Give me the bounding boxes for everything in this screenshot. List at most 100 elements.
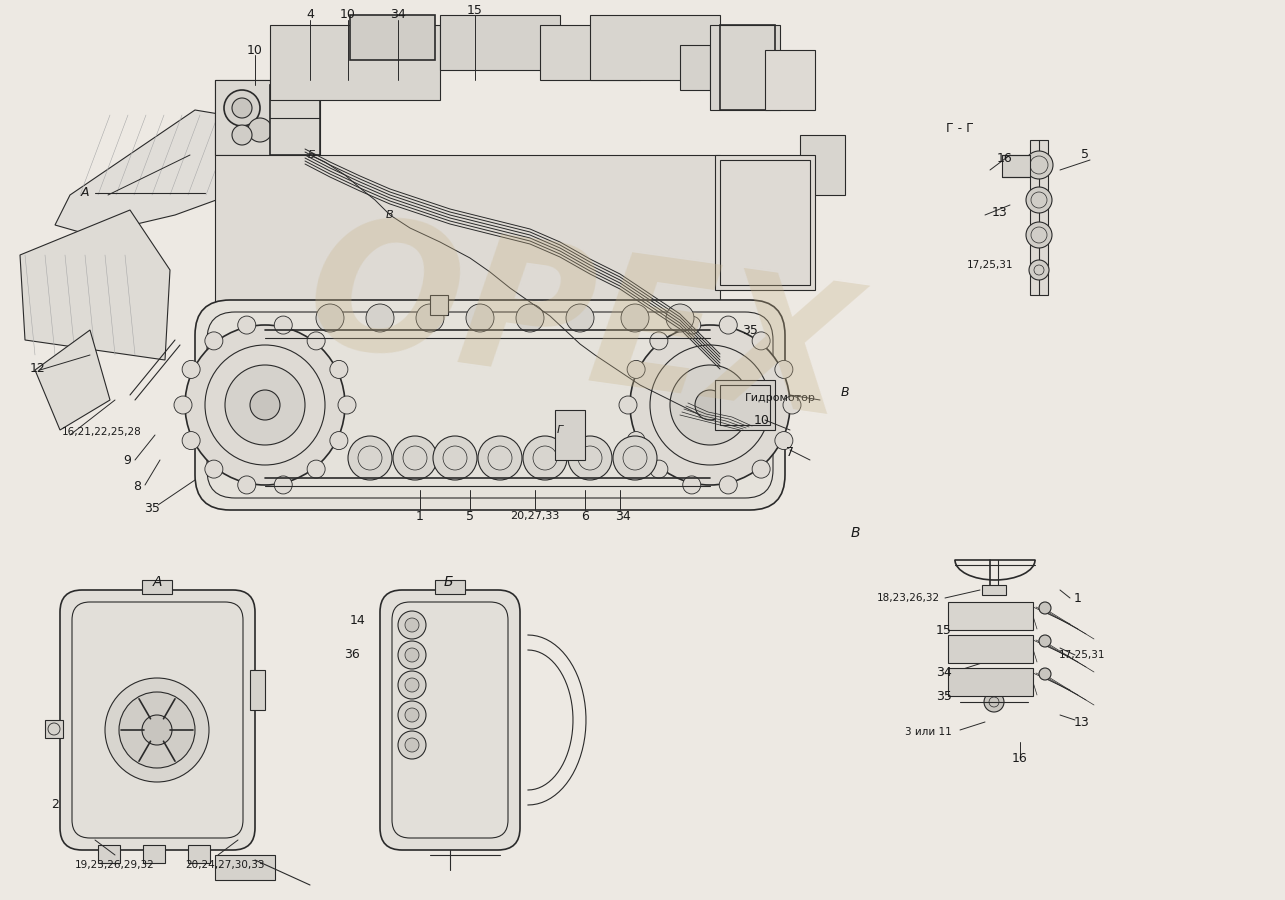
Circle shape	[523, 436, 567, 480]
Circle shape	[173, 396, 191, 414]
Text: 16: 16	[997, 151, 1013, 165]
Bar	[1002, 155, 1031, 177]
Circle shape	[274, 316, 292, 334]
Circle shape	[143, 715, 172, 745]
Circle shape	[695, 390, 725, 420]
Bar	[98, 845, 120, 863]
Circle shape	[274, 476, 292, 494]
Text: 13: 13	[1074, 716, 1090, 728]
Polygon shape	[35, 330, 111, 430]
Bar	[45, 720, 63, 738]
Text: 10: 10	[341, 7, 356, 21]
Bar	[555, 410, 585, 460]
Text: 20,24,27,30,33: 20,24,27,30,33	[185, 860, 265, 870]
Bar	[439, 15, 560, 70]
Text: Г - Г: Г - Г	[946, 122, 974, 134]
Text: 16: 16	[1013, 752, 1028, 764]
Circle shape	[238, 476, 256, 494]
Text: В: В	[387, 210, 393, 220]
Circle shape	[565, 304, 594, 332]
Bar	[436, 580, 465, 594]
Bar	[680, 45, 711, 90]
Circle shape	[233, 98, 252, 118]
Circle shape	[627, 360, 645, 378]
Circle shape	[204, 332, 222, 350]
Text: 4: 4	[306, 7, 314, 21]
FancyBboxPatch shape	[60, 590, 254, 850]
Circle shape	[478, 436, 522, 480]
Text: 9: 9	[123, 454, 131, 466]
Circle shape	[627, 432, 645, 450]
Circle shape	[393, 436, 437, 480]
Circle shape	[398, 731, 427, 759]
Text: 34: 34	[616, 509, 631, 523]
Circle shape	[185, 325, 344, 485]
Circle shape	[720, 316, 738, 334]
Circle shape	[366, 304, 394, 332]
Text: 19,23,26,29,32: 19,23,26,29,32	[75, 860, 155, 870]
Circle shape	[238, 316, 256, 334]
Text: 35: 35	[144, 501, 159, 515]
Bar	[143, 580, 172, 594]
Circle shape	[405, 678, 419, 692]
Text: Г: Г	[556, 425, 563, 435]
Circle shape	[630, 325, 790, 485]
Circle shape	[1040, 668, 1051, 680]
Text: 10: 10	[247, 43, 263, 57]
Circle shape	[398, 701, 427, 729]
Circle shape	[405, 738, 419, 752]
Text: 35: 35	[937, 690, 952, 704]
Text: А: А	[81, 186, 89, 200]
Circle shape	[682, 476, 700, 494]
Text: 3 или 11: 3 или 11	[905, 727, 952, 737]
Text: 18,23,26,32: 18,23,26,32	[876, 593, 941, 603]
Circle shape	[105, 678, 209, 782]
Polygon shape	[21, 210, 170, 360]
Circle shape	[330, 432, 348, 450]
Text: В: В	[840, 386, 849, 400]
Circle shape	[182, 432, 200, 450]
Bar	[711, 25, 780, 110]
Bar	[215, 80, 320, 155]
Circle shape	[752, 460, 770, 478]
Text: 15: 15	[466, 4, 483, 16]
Text: 36: 36	[344, 649, 360, 662]
Text: Гидромотор: Гидромотор	[745, 393, 816, 403]
Circle shape	[775, 432, 793, 450]
Text: 12: 12	[30, 362, 46, 374]
Circle shape	[775, 360, 793, 378]
Circle shape	[669, 365, 750, 445]
Circle shape	[1025, 222, 1052, 248]
Circle shape	[1029, 260, 1049, 280]
Circle shape	[682, 316, 700, 334]
Text: 34: 34	[391, 7, 406, 21]
Bar	[350, 15, 436, 60]
Bar	[948, 602, 1033, 630]
Bar	[948, 635, 1033, 663]
Text: 5: 5	[466, 509, 474, 523]
Circle shape	[1025, 187, 1052, 213]
Circle shape	[433, 436, 477, 480]
Bar	[430, 295, 448, 315]
Circle shape	[1040, 602, 1051, 614]
Text: OPEX: OPEX	[297, 204, 864, 455]
Bar	[270, 25, 439, 100]
Bar	[215, 855, 275, 880]
Circle shape	[398, 671, 427, 699]
Text: Б: Б	[443, 575, 452, 589]
Bar	[801, 135, 846, 195]
Circle shape	[307, 460, 325, 478]
Text: 16,21,22,25,28: 16,21,22,25,28	[62, 427, 141, 437]
Circle shape	[233, 125, 252, 145]
Bar	[765, 50, 815, 110]
Circle shape	[330, 360, 348, 378]
Circle shape	[251, 390, 280, 420]
Circle shape	[120, 692, 195, 768]
Text: 14: 14	[350, 614, 365, 626]
Bar	[720, 160, 810, 285]
Text: 34: 34	[937, 665, 952, 679]
Text: 10: 10	[754, 413, 770, 427]
Circle shape	[182, 360, 200, 378]
Text: 17,25,31: 17,25,31	[1059, 650, 1105, 660]
Circle shape	[405, 618, 419, 632]
